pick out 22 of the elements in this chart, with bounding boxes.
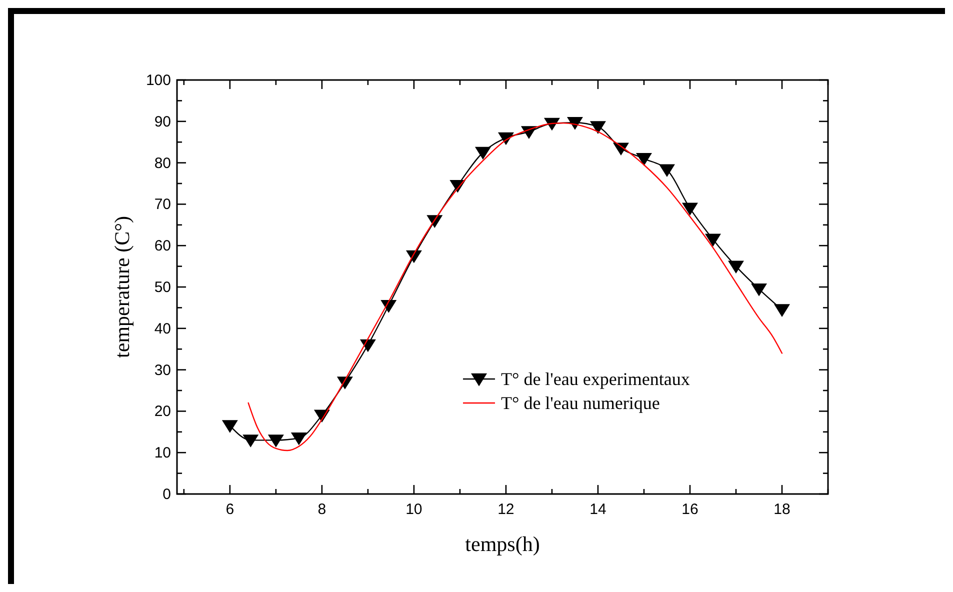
y-tick-label: 70 [154,196,171,214]
x-tick-label: 18 [774,501,790,518]
x-axis-title: temps(h) [465,532,540,556]
x-tick-label: 8 [318,501,326,518]
x-tick-label: 14 [590,501,606,518]
x-tick-label: 12 [498,501,514,518]
y-tick-label: 10 [154,444,171,462]
y-tick-label: 100 [146,72,171,89]
y-tick-label: 80 [154,154,171,172]
y-tick-label: 40 [154,320,171,338]
y-tick-label: 30 [154,362,171,379]
y-tick-label: 50 [154,279,171,296]
x-tick-label: 10 [406,501,422,518]
legend-label: T° de l'eau experimentaux [501,369,690,389]
y-axis-title: temperature (C°) [110,216,134,358]
y-tick-label: 0 [162,486,171,503]
legend-label: T° de l'eau numerique [501,393,660,413]
y-tick-label: 20 [154,403,171,420]
y-tick-label: 90 [154,113,171,130]
x-tick-label: 16 [682,501,698,518]
x-tick-label: 6 [226,501,234,518]
y-tick-label: 60 [154,238,171,255]
